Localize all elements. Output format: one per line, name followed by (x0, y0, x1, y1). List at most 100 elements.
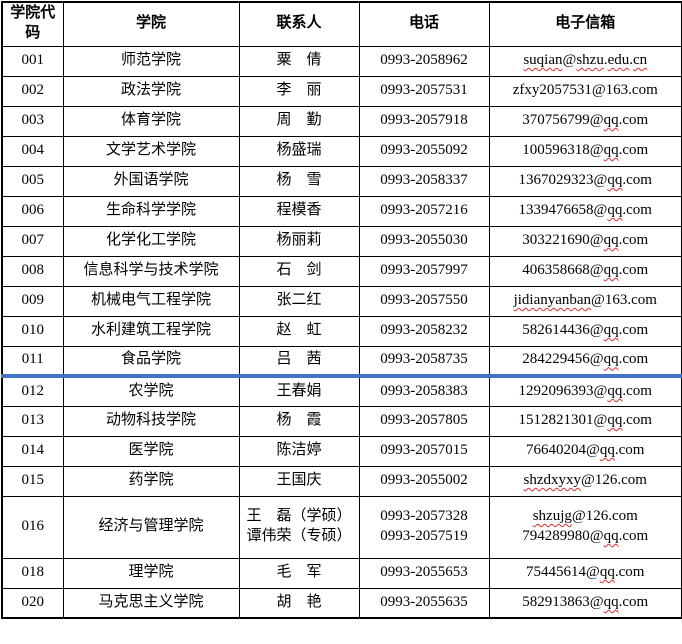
cell-contact-name: 杨 雪 (238, 165, 360, 197)
cell-college-code-line: 007 (21, 232, 45, 249)
cell-college-code: 007 (1, 225, 64, 257)
cell-college-code-line: 002 (21, 82, 45, 99)
cell-college-name: 农学院 (62, 374, 240, 407)
cell-email-address-line: 1339476658@qq.com (518, 202, 652, 219)
table-row: 006 生命科学学院 程模香 0993-2057216 1339476658@qq.co… (1, 195, 682, 227)
cell-college-code: 005 (1, 165, 64, 197)
cell-email-address: zfxy2057531@163.com (488, 75, 682, 107)
cell-contact-name-line: 王春娟 (276, 382, 322, 399)
cell-college-code: 010 (1, 315, 64, 347)
cell-college-name: 化学化工学院 (62, 225, 240, 257)
cell-email-address: suqian@shzu.edu.cn (488, 45, 682, 77)
table-row: 012 农学院 王春娟 0993-2058383 1292096393@qq.com (1, 374, 682, 407)
cell-college-name-line: 政法学院 (120, 82, 181, 99)
column-header-email: 电子信箱 (488, 1, 682, 47)
cell-college-code-line: 008 (21, 262, 45, 279)
cell-college-name-line: 食品学院 (120, 351, 181, 368)
cell-college-code-line: 003 (21, 112, 45, 129)
cell-phone-number: 0993-2058962 (358, 45, 490, 77)
cell-contact-name: 王国庆 (238, 465, 360, 497)
cell-college-code-line: 020 (21, 593, 45, 610)
table-row: 002 政法学院 李 丽 0993-2057531 zfxy2057531@163.co… (1, 75, 682, 107)
cell-college-code-line: 012 (21, 382, 45, 399)
cell-contact-name: 杨盛瑞 (238, 135, 360, 167)
cell-phone-number: 0993-2057328 0993-2057519 (358, 495, 490, 559)
cell-college-name-line: 外国语学院 (113, 172, 189, 189)
spellcheck-underline: qq (603, 351, 619, 368)
cell-contact-name: 陈洁婷 (238, 435, 360, 467)
spellcheck-underline: qq (607, 172, 623, 189)
spellcheck-underline: suqian (523, 52, 563, 69)
cell-contact-name-line: 王 磊（学硕） (246, 508, 352, 525)
cell-email-address: 303221690@qq.com (488, 225, 682, 257)
cell-college-name: 药学院 (62, 465, 240, 497)
cell-phone-number-line: 0993-2057531 (380, 82, 468, 99)
cell-phone-number: 0993-2058337 (358, 165, 490, 197)
cell-email-address: 76640204@qq.com (488, 435, 682, 467)
cell-email-address-line: 1292096393@qq.com (518, 382, 652, 399)
cell-contact-name: 赵 虹 (238, 315, 360, 347)
cell-email-address: 75445614@qq.com (488, 557, 682, 589)
cell-college-code-line: 006 (21, 202, 45, 219)
cell-college-code-line: 011 (21, 351, 44, 368)
cell-contact-name: 程模香 (238, 195, 360, 227)
cell-college-code-line: 009 (21, 292, 45, 309)
cell-email-address: 582614436@qq.com (488, 315, 682, 347)
cell-college-code-line: 010 (21, 322, 45, 339)
cell-college-code-line: 005 (21, 172, 45, 189)
spellcheck-underline: qq (603, 593, 619, 610)
cell-contact-name-line: 粟 倩 (276, 52, 322, 69)
cell-college-code: 002 (1, 75, 64, 107)
cell-college-name: 生命科学学院 (62, 195, 240, 227)
table-row: 018 理学院 毛 军 0993-2055653 75445614@qq.com (1, 557, 682, 589)
spellcheck-underline: shzu (576, 52, 604, 69)
table-row: 007 化学化工学院 杨丽莉 0993-2055030 303221690@qq.com (1, 225, 682, 257)
cell-phone-number: 0993-2058232 (358, 315, 490, 347)
cell-email-address: 1339476658@qq.com (488, 195, 682, 227)
table-row: 016 经济与管理学院王 磊（学硕） 谭伟荣（专硕） 0993-2057328 0993… (1, 495, 682, 559)
spellcheck-underline: qq (607, 412, 623, 429)
cell-phone-number-line: 0993-2058383 (380, 382, 468, 399)
cell-phone-number: 0993-2057015 (358, 435, 490, 467)
spellcheck-underline: shzdxyxy (523, 472, 582, 489)
cell-college-name-line: 药学院 (128, 472, 174, 489)
cell-phone-number: 0993-2057918 (358, 105, 490, 137)
spellcheck-underline: edu (607, 52, 630, 69)
spellcheck-underline: qq (603, 232, 619, 249)
spellcheck-underline: qq (603, 262, 619, 279)
cell-email-address-line: jidianyanban@163.com (513, 292, 657, 309)
cell-college-name-line: 医学院 (128, 442, 174, 459)
table-row: 013 动物科技学院 杨 霞 0993-2057805 1512821301@qq.co… (1, 405, 682, 437)
cell-email-address-line: zfxy2057531@163.com (512, 82, 658, 99)
cell-contact-name-line: 程模香 (276, 202, 322, 219)
cell-college-name-line: 动物科技学院 (105, 412, 196, 429)
spellcheck-underline: qq (603, 142, 619, 159)
cell-phone-number-line: 0993-2055653 (380, 564, 468, 581)
cell-college-code: 020 (1, 587, 64, 619)
cell-phone-number: 0993-2057531 (358, 75, 490, 107)
cell-college-name-line: 机械电气工程学院 (90, 292, 211, 309)
cell-phone-number-line: 0993-2057550 (380, 292, 468, 309)
cell-email-address-line: shzujg@126.com (532, 508, 638, 525)
cell-contact-name: 张二红 (238, 285, 360, 317)
column-header-college: 学院 (62, 1, 240, 47)
cell-college-name: 体育学院 (62, 105, 240, 137)
spellcheck-underline: shzujg (532, 508, 572, 525)
cell-college-name: 机械电气工程学院 (62, 285, 240, 317)
cell-phone-number-line: 0993-2058232 (380, 322, 468, 339)
cell-college-code-line: 014 (21, 442, 45, 459)
cell-phone-number-line: 0993-2058735 (380, 351, 468, 368)
spellcheck-underline: qq (599, 442, 615, 459)
cell-college-name: 理学院 (62, 557, 240, 589)
cell-email-address-line: 1512821301@qq.com (518, 412, 652, 429)
cell-email-address-line: 76640204@qq.com (526, 442, 645, 459)
cell-phone-number: 0993-2055002 (358, 465, 490, 497)
cell-phone-number: 0993-2055030 (358, 225, 490, 257)
table-header: 学院代码 学院 联系人 电话 电子信箱 (1, 1, 682, 47)
cell-contact-name-line: 王国庆 (276, 472, 322, 489)
cell-college-name: 医学院 (62, 435, 240, 467)
table-row: 011 食品学院 吕 茜 0993-2058735 284229456@qq.com (1, 345, 682, 377)
cell-contact-name: 李 丽 (238, 75, 360, 107)
cell-contact-name-line: 毛 军 (276, 564, 322, 581)
cell-college-name: 外国语学院 (62, 165, 240, 197)
